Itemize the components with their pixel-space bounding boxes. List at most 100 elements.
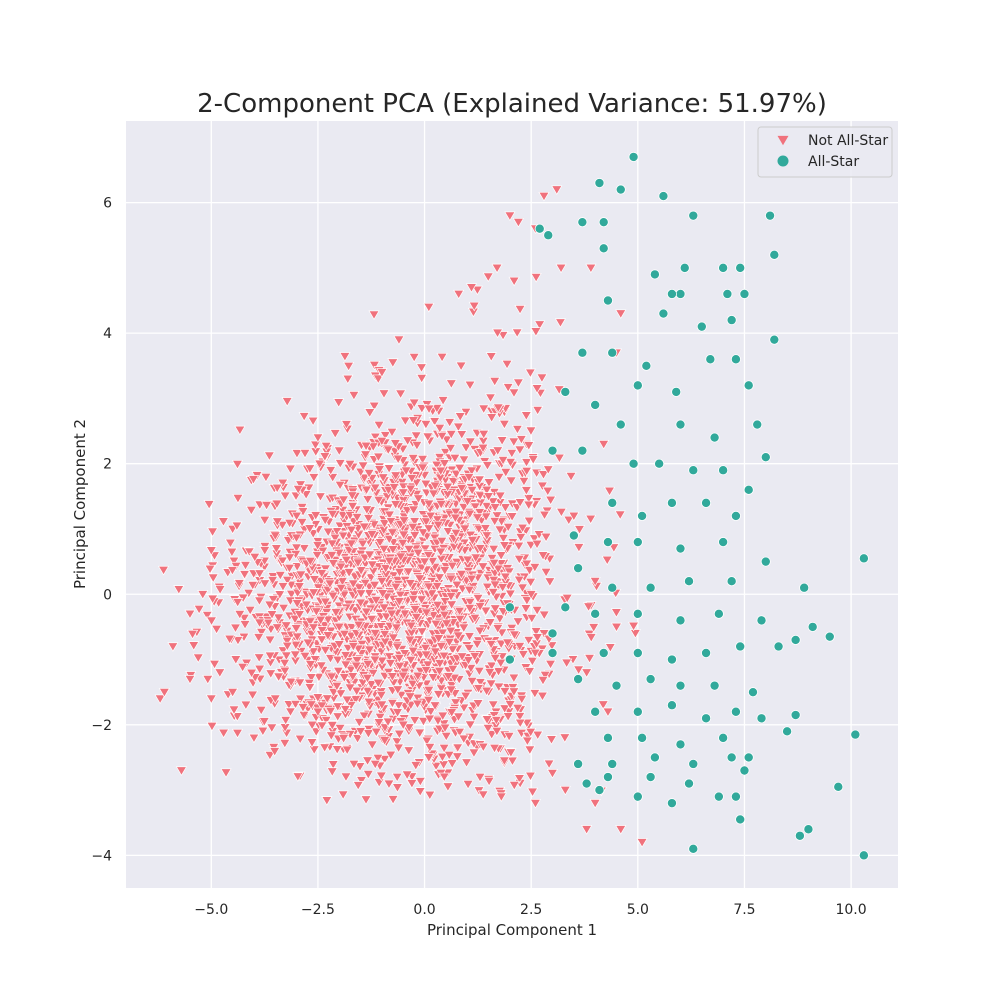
- not-all-star-point: [420, 420, 432, 430]
- not-all-star-point: [452, 422, 465, 433]
- not-all-star-point: [357, 539, 369, 550]
- not-all-star-point: [458, 734, 470, 745]
- not-all-star-point: [419, 643, 432, 654]
- not-all-star-point: [423, 499, 435, 510]
- not-all-star-point: [521, 466, 533, 477]
- not-all-star-point: [239, 620, 251, 630]
- not-all-star-point: [205, 694, 217, 705]
- not-all-star-point: [508, 687, 520, 697]
- not-all-star-point: [399, 649, 411, 659]
- not-all-star-point: [460, 691, 472, 702]
- not-all-star-point: [537, 551, 549, 561]
- not-all-star-point: [339, 705, 351, 715]
- not-all-star-point: [481, 485, 493, 496]
- not-all-star-point: [466, 677, 478, 687]
- not-all-star-point: [290, 543, 303, 554]
- not-all-star-point: [269, 747, 281, 757]
- not-all-star-point: [473, 666, 485, 677]
- not-all-star-point: [398, 516, 410, 526]
- not-all-star-point: [363, 645, 376, 656]
- not-all-star-point: [279, 739, 291, 749]
- not-all-star-point: [456, 652, 468, 662]
- not-all-star-point: [436, 352, 448, 363]
- not-all-star-point: [373, 495, 385, 506]
- not-all-star-point: [368, 401, 380, 412]
- not-all-star-point: [464, 437, 476, 448]
- not-all-star-point: [440, 731, 452, 742]
- not-all-star-point: [348, 759, 360, 770]
- not-all-star-point: [450, 698, 462, 708]
- not-all-star-point: [398, 530, 410, 541]
- all-star-point: [543, 230, 554, 241]
- not-all-star-point: [511, 328, 523, 339]
- not-all-star-point: [319, 743, 331, 753]
- not-all-star-point: [505, 748, 517, 758]
- all-star-point: [790, 634, 801, 645]
- not-all-star-point: [380, 564, 392, 574]
- not-all-star-point: [352, 558, 364, 569]
- all-star-point: [581, 778, 592, 789]
- all-star-point: [666, 700, 677, 711]
- not-all-star-point: [341, 695, 353, 706]
- not-all-star-point: [327, 559, 339, 569]
- not-all-star-point: [585, 633, 597, 643]
- not-all-star-point: [324, 706, 337, 717]
- y-tick-label: 4: [103, 326, 112, 342]
- not-all-star-point: [504, 458, 517, 468]
- not-all-star-point: [487, 588, 499, 598]
- not-all-star-point: [514, 305, 526, 315]
- not-all-star-point: [332, 666, 344, 677]
- all-star-point: [594, 785, 605, 796]
- not-all-star-point: [464, 597, 476, 608]
- not-all-star-point: [561, 658, 573, 669]
- not-all-star-point: [464, 604, 476, 614]
- not-all-star-point: [431, 582, 443, 592]
- all-star-point: [504, 602, 515, 613]
- not-all-star-point: [445, 626, 457, 637]
- not-all-star-point: [374, 538, 386, 548]
- not-all-star-point: [492, 667, 505, 677]
- not-all-star-point: [409, 531, 421, 541]
- not-all-star-point: [540, 567, 552, 578]
- not-all-star-point: [380, 612, 392, 623]
- not-all-star-point: [413, 681, 425, 692]
- not-all-star-point: [263, 451, 275, 462]
- not-all-star-point: [322, 527, 334, 538]
- not-all-star-point: [533, 530, 545, 540]
- all-star-point: [743, 380, 754, 391]
- not-all-star-point: [538, 191, 550, 202]
- not-all-star-point: [367, 442, 379, 452]
- not-all-star-point: [589, 577, 601, 587]
- not-all-star-point: [270, 544, 283, 554]
- not-all-star-point: [240, 700, 252, 711]
- not-all-star-point: [316, 569, 328, 579]
- all-star-point: [718, 262, 729, 273]
- not-all-star-point: [393, 597, 405, 607]
- not-all-star-point: [281, 641, 293, 652]
- not-all-star-point: [491, 263, 503, 274]
- not-all-star-point: [350, 661, 362, 672]
- not-all-star-point: [404, 635, 416, 646]
- not-all-star-point: [366, 740, 378, 751]
- y-axis-title: Principal Component 2: [71, 419, 89, 589]
- not-all-star-point: [351, 734, 364, 744]
- not-all-star-point: [385, 517, 397, 527]
- not-all-star-point: [423, 686, 435, 696]
- not-all-star-point: [544, 659, 557, 670]
- not-all-star-point: [499, 687, 511, 697]
- all-star-point: [654, 458, 665, 469]
- not-all-star-point: [393, 335, 405, 346]
- not-all-star-point: [615, 825, 627, 835]
- not-all-star-point: [424, 790, 436, 801]
- not-all-star-point: [326, 509, 339, 520]
- not-all-star-point: [386, 609, 398, 620]
- not-all-star-point: [390, 500, 402, 510]
- not-all-star-point: [450, 469, 462, 480]
- not-all-star-point: [300, 600, 313, 611]
- not-all-star-point: [502, 383, 514, 393]
- not-all-star-point: [555, 507, 567, 518]
- not-all-star-point: [431, 460, 443, 471]
- all-star-point: [794, 830, 805, 841]
- not-all-star-point: [523, 667, 536, 677]
- not-all-star-point: [427, 489, 440, 500]
